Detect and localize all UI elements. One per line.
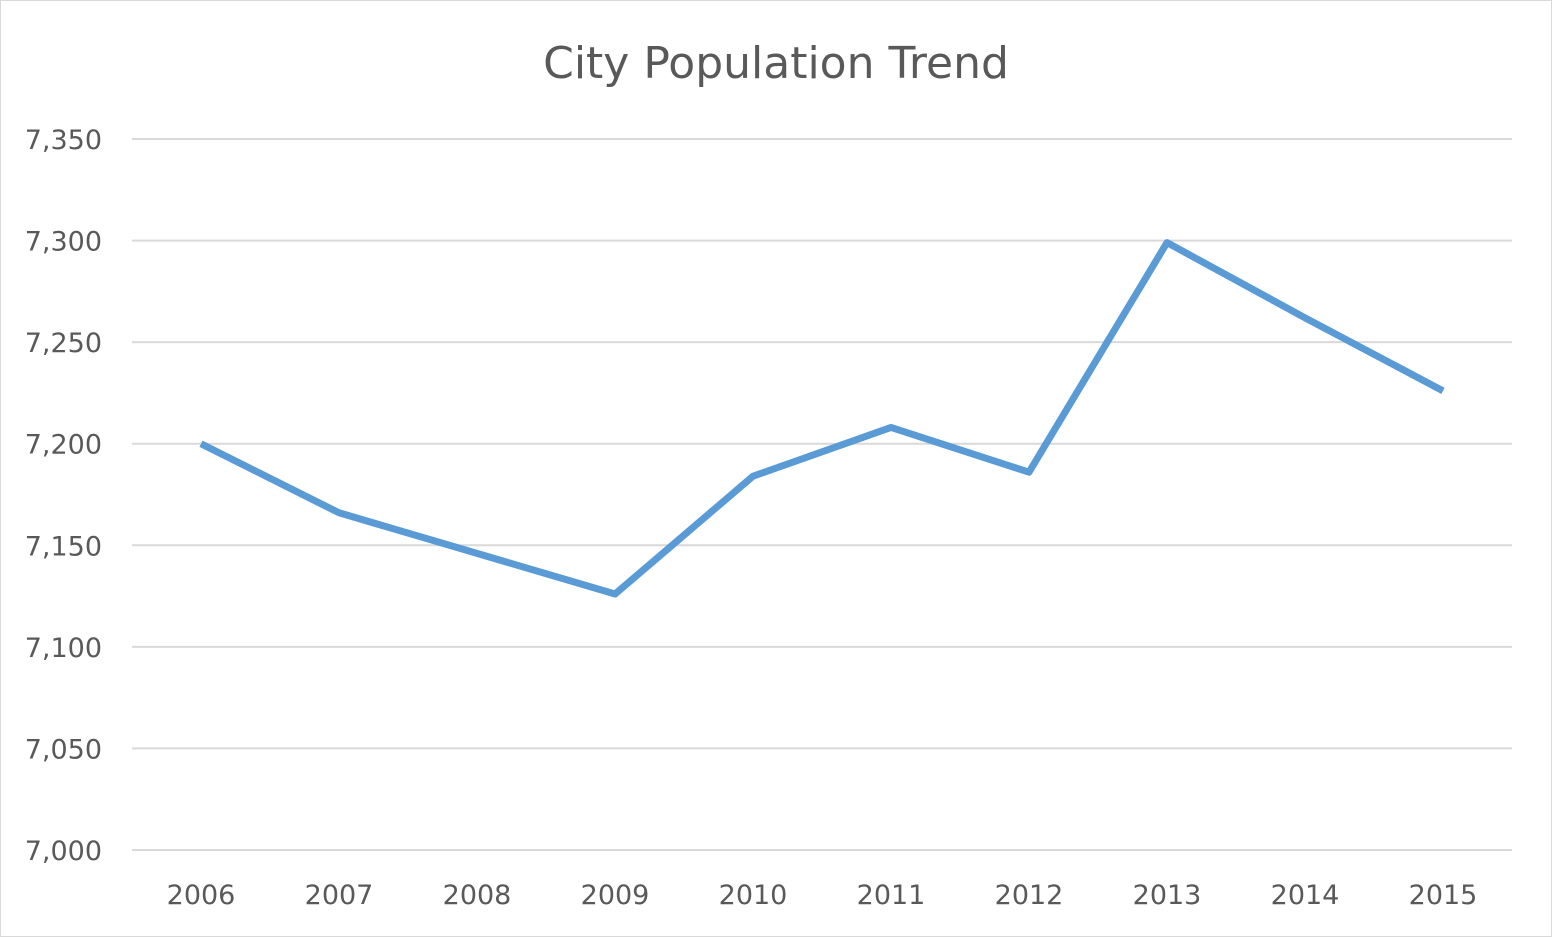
x-tick-label: 2013 xyxy=(1133,880,1202,911)
series-line xyxy=(199,239,1445,598)
y-tick-label: 7,350 xyxy=(25,125,102,156)
x-tick-label: 2007 xyxy=(305,880,374,911)
y-tick-label: 7,200 xyxy=(25,430,102,461)
x-tick-label: 2011 xyxy=(857,880,926,911)
chart-title: City Population Trend xyxy=(543,38,1009,89)
x-tick-label: 2015 xyxy=(1409,880,1478,911)
y-tick-label: 7,250 xyxy=(25,328,102,359)
x-tick-label: 2009 xyxy=(581,880,650,911)
y-tick-label: 7,100 xyxy=(25,633,102,664)
y-tick-label: 7,150 xyxy=(25,531,102,562)
x-tick-label: 2008 xyxy=(443,880,512,911)
x-tick-label: 2010 xyxy=(719,880,788,911)
y-tick-label: 7,300 xyxy=(25,227,102,258)
y-tick-label: 7,050 xyxy=(25,734,102,765)
x-tick-label: 2012 xyxy=(995,880,1064,911)
x-tick-label: 2006 xyxy=(167,880,236,911)
y-tick-label: 7,000 xyxy=(25,836,102,867)
x-tick-label: 2014 xyxy=(1271,880,1340,911)
